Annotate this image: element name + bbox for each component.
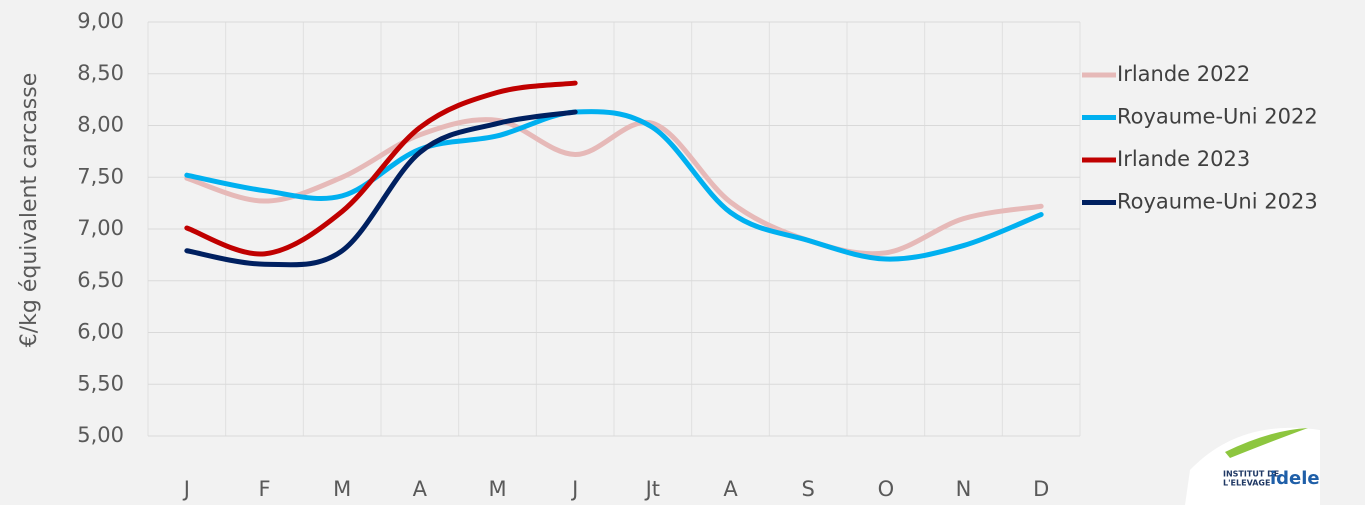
series-line — [184, 80, 578, 257]
y-tick-label: 6,00 — [77, 320, 124, 344]
y-tick-label: 8,00 — [77, 113, 124, 137]
legend-label: Royaume-Uni 2023 — [1117, 190, 1318, 214]
y-tick-label: 8,50 — [77, 61, 124, 85]
x-tick-label: S — [801, 477, 814, 501]
y-tick-label: 5,00 — [77, 423, 124, 447]
y-tick-label: 7,00 — [77, 216, 124, 240]
x-tick-label: J — [570, 477, 578, 501]
series-line — [184, 109, 578, 268]
logo-text: INSTITUT DE — [1223, 470, 1279, 479]
legend-label: Irlande 2023 — [1117, 147, 1250, 171]
logo-brand: idele — [1270, 468, 1320, 489]
x-tick-label: O — [878, 477, 895, 501]
x-tick-label: M — [333, 477, 351, 501]
legend-label: Irlande 2022 — [1117, 62, 1250, 86]
logo: INSTITUT DE L'ELEVAGE idele — [1185, 427, 1320, 505]
x-tick-label: A — [413, 477, 428, 501]
y-axis-label: €/kg équivalent carcasse — [17, 73, 42, 348]
x-tick-label: Jt — [644, 477, 660, 501]
logo-bg — [1185, 427, 1320, 505]
x-tick-label: A — [723, 477, 738, 501]
x-tick-label: M — [488, 477, 506, 501]
logo-swoosh — [1225, 428, 1308, 458]
y-tick-label: 7,50 — [77, 164, 124, 188]
legend-label: Royaume-Uni 2022 — [1117, 105, 1318, 129]
x-tick-label: D — [1033, 477, 1049, 501]
x-tick-label: F — [258, 477, 270, 501]
y-tick-label: 6,50 — [77, 268, 124, 292]
series-line — [184, 117, 1044, 257]
series-line — [184, 109, 1044, 262]
y-tick-label: 5,50 — [77, 371, 124, 395]
logo-text: L'ELEVAGE — [1223, 479, 1270, 488]
x-tick-label: J — [182, 477, 190, 501]
x-tick-label: N — [956, 477, 972, 501]
y-tick-label: 9,00 — [77, 9, 124, 33]
